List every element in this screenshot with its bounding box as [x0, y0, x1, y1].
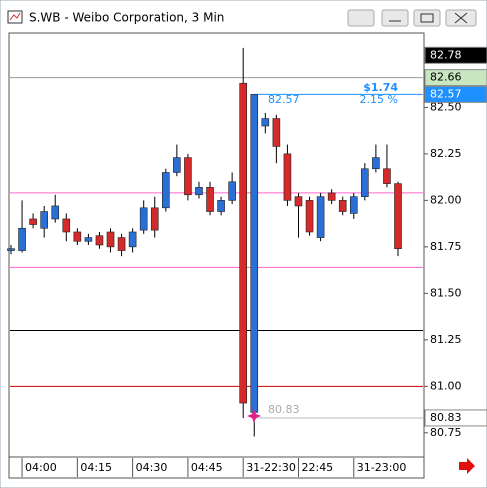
annotation-percent: 2.15 %: [360, 93, 398, 106]
x-tick-label: 22:45: [301, 461, 333, 474]
button-glyphs: [389, 12, 468, 24]
candle-body: [73, 231, 82, 242]
candle-body: [305, 200, 314, 233]
candle-body: [217, 200, 225, 212]
candle-body: [184, 157, 192, 196]
candle-body: [206, 187, 214, 212]
candle-body: [62, 218, 71, 233]
low-star: [247, 409, 261, 423]
y-tick-label: 80.75: [430, 426, 462, 439]
x-tick-label: 31-22:30: [246, 461, 296, 474]
candle-body: [316, 196, 325, 238]
candle-body: [294, 196, 303, 207]
maximize-button[interactable]: [413, 9, 441, 27]
candle-body: [272, 118, 281, 147]
candle-body: [372, 157, 380, 170]
candle-body: [383, 168, 391, 184]
y-tick-label: 82.50: [430, 100, 462, 113]
y-tick-label: 81.75: [430, 240, 462, 253]
annotation-change: $1.74: [363, 81, 398, 94]
candle-body: [106, 231, 115, 248]
candle-body: [7, 248, 15, 251]
x-tick-label: 04:00: [25, 461, 57, 474]
candle-body: [95, 235, 104, 246]
price-marker-label: 82.57: [430, 87, 462, 100]
candle-body: [18, 227, 26, 251]
minimize-button[interactable]: [381, 9, 409, 27]
candle-body: [150, 207, 159, 231]
price-marker: [424, 46, 487, 64]
candle-body: [117, 237, 126, 251]
price-marker-label: 82.66: [430, 71, 462, 84]
link-button[interactable]: [347, 9, 375, 27]
candle-body: [250, 94, 259, 413]
y-tick-label: 82.00: [430, 193, 462, 206]
candle-body: [195, 187, 203, 196]
candle-body: [40, 211, 48, 229]
scroll-arrow[interactable]: [459, 458, 475, 474]
app-icon: [7, 10, 23, 24]
candle-body: [128, 231, 137, 248]
price-marker-label: 80.83: [430, 411, 462, 424]
window-title: S.WB - Weibo Corporation, 3 Min: [29, 11, 224, 25]
y-tick-label: 82.25: [430, 147, 462, 160]
candle-body: [394, 183, 402, 250]
x-tick-label: 04:45: [191, 461, 223, 474]
y-tick-label: 81.25: [430, 333, 462, 346]
app-icon-line: [9, 12, 21, 21]
y-tick-label: 81.50: [430, 286, 462, 299]
y-tick-label: 81.00: [430, 379, 462, 392]
candle-body: [361, 168, 369, 197]
x-tick-label: 04:30: [136, 461, 168, 474]
x-tick-label: 31-23:00: [357, 461, 407, 474]
price-marker: [424, 69, 487, 87]
candle-body: [29, 218, 37, 225]
annotation-low: 80.83: [268, 403, 300, 416]
candle-body: [327, 192, 336, 201]
price-marker: [424, 409, 487, 427]
price-marker-label: 82.78: [430, 48, 462, 61]
candle-body: [228, 181, 236, 201]
candle-body: [84, 237, 93, 242]
candle-body: [173, 157, 181, 173]
candle-body: [349, 196, 358, 214]
candle-body: [51, 205, 60, 220]
time-axis: [8, 456, 425, 479]
candle-body: [162, 172, 170, 209]
candle-body: [338, 200, 347, 212]
annotation-price: 82.57: [268, 93, 300, 106]
candle-body: [239, 82, 247, 404]
price-marker: [424, 85, 487, 103]
candle-body: [261, 118, 270, 127]
x-tick-label: 04:15: [80, 461, 112, 474]
candle-body: [283, 153, 292, 201]
candle-body: [139, 207, 148, 231]
